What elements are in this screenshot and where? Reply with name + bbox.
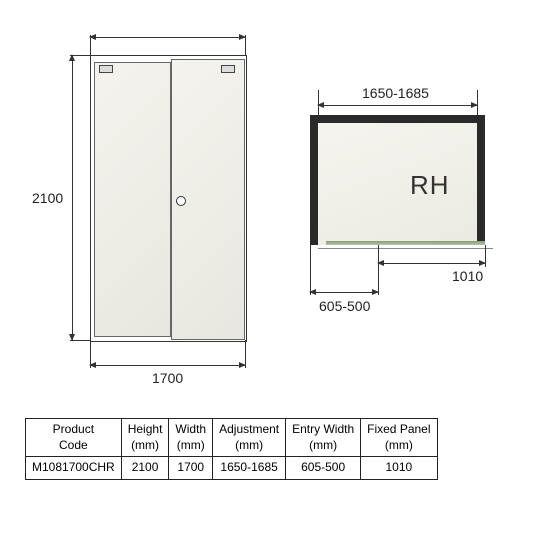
col-header-code: ProductCode (26, 419, 122, 457)
dimension-line-width (90, 365, 245, 366)
table-header-row: ProductCode Height(mm) Width(mm) Adjustm… (26, 419, 438, 457)
table-row: M1081700CHR 2100 1700 1650-1685 605-500 … (26, 457, 438, 480)
cell-fixed: 1010 (361, 457, 437, 480)
dimension-line-fixed-panel (378, 263, 485, 264)
col-header-entry: Entry Width(mm) (286, 419, 361, 457)
plan-track (326, 241, 485, 245)
col-header-adjustment: Adjustment(mm) (213, 419, 286, 457)
cell-adjustment: 1650-1685 (213, 457, 286, 480)
plan-threshold (318, 248, 493, 249)
technical-drawing: 2100 1700 RH 1650-1685 1010 605-500 (0, 0, 535, 400)
cell-code: M1081700CHR (26, 457, 122, 480)
dimension-line-adjustment (318, 105, 477, 106)
cell-height: 2100 (121, 457, 169, 480)
plan-enclosure (310, 115, 485, 245)
roller-bracket-icon (221, 65, 235, 73)
extension-line (378, 245, 379, 295)
cell-width: 1700 (169, 457, 213, 480)
door-frame (90, 55, 247, 342)
door-panel-left (94, 62, 171, 337)
specification-table: ProductCode Height(mm) Width(mm) Adjustm… (25, 418, 438, 480)
col-header-fixed: Fixed Panel(mm) (361, 419, 437, 457)
dimension-line-entry (310, 292, 378, 293)
dimension-line-height (72, 55, 73, 340)
width-dimension-label: 1700 (150, 370, 185, 386)
height-dimension-label: 2100 (30, 190, 65, 206)
cell-entry: 605-500 (286, 457, 361, 480)
door-handle-icon (176, 196, 186, 206)
roller-bracket-icon (99, 65, 113, 73)
extension-line (310, 245, 311, 295)
handing-label: RH (410, 170, 450, 201)
entry-dimension-label: 605-500 (317, 298, 372, 314)
col-header-height: Height(mm) (121, 419, 169, 457)
dimension-line-top (90, 37, 245, 38)
fixed-panel-dimension-label: 1010 (450, 268, 485, 284)
adjustment-dimension-label: 1650-1685 (360, 85, 431, 101)
col-header-width: Width(mm) (169, 419, 213, 457)
